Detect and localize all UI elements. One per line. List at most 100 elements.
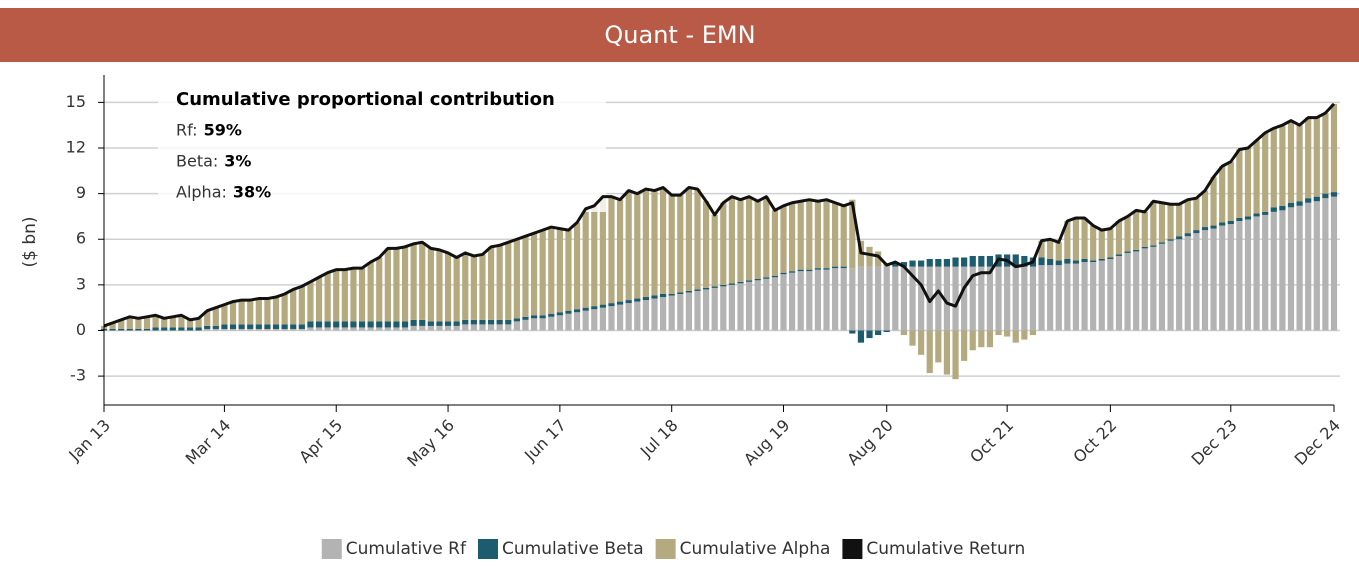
- bar: [556, 228, 563, 313]
- bar: [599, 304, 606, 308]
- bar: [376, 327, 383, 331]
- bar: [883, 330, 890, 333]
- bar: [1029, 266, 1037, 331]
- bar: [875, 330, 882, 336]
- bar: [212, 328, 219, 331]
- bar: [238, 324, 245, 329]
- bar: [1133, 249, 1140, 252]
- bar: [393, 321, 400, 328]
- bar: [1055, 265, 1062, 331]
- bar: [1107, 259, 1114, 331]
- bar: [573, 222, 581, 310]
- bar: [634, 193, 641, 299]
- legend-label: Cumulative Alpha: [680, 539, 831, 559]
- bar: [840, 268, 847, 331]
- title-bar: [0, 8, 1359, 62]
- bar: [152, 315, 159, 328]
- legend: Cumulative Rf Cumulative Beta Cumulative A…: [321, 539, 1025, 559]
- bar: [720, 284, 727, 287]
- bar: [849, 199, 856, 269]
- bar: [307, 327, 314, 331]
- bar: [677, 195, 684, 293]
- bar: [823, 199, 830, 269]
- bar: [333, 321, 340, 328]
- bar: [1133, 251, 1140, 331]
- bar: [264, 328, 271, 331]
- bar: [530, 233, 538, 316]
- bar: [685, 187, 692, 291]
- bars: [100, 103, 1338, 380]
- bar: [1107, 257, 1114, 260]
- bar: [548, 227, 555, 314]
- bar: [806, 269, 813, 272]
- bar: [1150, 201, 1157, 246]
- bar: [1253, 216, 1260, 331]
- bar: [720, 202, 727, 285]
- bar: [1244, 216, 1252, 220]
- x-tick-label: Aug 20: [843, 416, 897, 470]
- bar: [539, 318, 546, 331]
- bar: [341, 327, 348, 331]
- bar: [1038, 240, 1045, 258]
- bar: [857, 266, 865, 331]
- y-tick-label: 15: [66, 92, 86, 111]
- bar: [1219, 166, 1226, 223]
- bar: [384, 248, 391, 322]
- bar: [1038, 257, 1045, 266]
- bar: [1141, 211, 1148, 247]
- bar: [909, 260, 916, 267]
- bar: [161, 327, 168, 331]
- bar: [986, 255, 994, 267]
- bar: [1064, 263, 1071, 331]
- bar: [711, 214, 718, 287]
- bar: [1176, 239, 1183, 331]
- bar: [746, 280, 753, 282]
- bar: [1029, 330, 1037, 336]
- bar: [324, 321, 331, 328]
- bar: [608, 306, 615, 331]
- bar: [384, 327, 391, 331]
- bar: [548, 316, 555, 331]
- bar: [935, 266, 942, 331]
- bar: [1262, 214, 1269, 331]
- bar: [462, 252, 469, 320]
- bar: [195, 327, 202, 331]
- bar: [298, 324, 305, 329]
- bar: [780, 272, 787, 275]
- bar: [1184, 233, 1191, 237]
- y-tick-label: 3: [76, 274, 86, 293]
- bar: [1004, 330, 1011, 337]
- bar: [255, 328, 262, 331]
- bar: [1115, 255, 1123, 331]
- bar: [926, 259, 933, 267]
- bar: [1064, 220, 1071, 260]
- bar: [255, 324, 262, 329]
- bar: [918, 330, 925, 355]
- bar: [832, 266, 839, 269]
- bar: [1305, 198, 1312, 203]
- y-tick-label: 0: [76, 320, 86, 339]
- bar: [470, 324, 477, 331]
- bar: [539, 230, 546, 316]
- x-tick-label: Jul 18: [636, 416, 682, 462]
- bar: [582, 208, 589, 308]
- bar: [1176, 236, 1183, 240]
- bar: [642, 300, 649, 331]
- bar: [1270, 128, 1277, 208]
- bar: [1158, 202, 1166, 243]
- bar: [1047, 265, 1054, 331]
- bar: [1167, 240, 1174, 331]
- bar: [1090, 260, 1097, 263]
- bar: [238, 328, 245, 331]
- bar: [789, 271, 796, 273]
- bar: [367, 262, 374, 322]
- bar: [410, 325, 417, 331]
- bar: [1330, 192, 1338, 197]
- bar: [565, 313, 572, 331]
- bar: [900, 266, 908, 331]
- bar: [677, 293, 684, 331]
- bar: [1055, 242, 1062, 261]
- bar: [651, 298, 658, 331]
- bar: [780, 274, 787, 331]
